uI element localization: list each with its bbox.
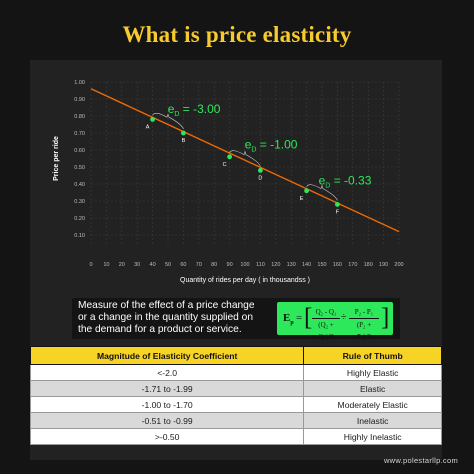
column-header-magnitude: Magnitude of Elasticity Coefficient [29,346,305,365]
x-tick-label: 200 [394,262,403,268]
y-tick-label: 0.60 [74,148,85,154]
elasticity-annotation: eD = -1.00 [245,138,298,154]
magnitude-cell: -0.51 to -0.99 [29,412,305,429]
point-label-f: F [336,209,340,215]
elasticity-annotations: eD = -3.00 eD = -1.00 eD = -0.33 [152,102,372,201]
table-row: -0.51 to -0.99 Inelastic [29,412,442,429]
x-tick-label: 20 [119,262,125,268]
elasticity-formula: Ep = [ Q₂ - Q₁ (Q₂ + Q₁)/2 ÷ P₂ - P₁ (P₂… [277,302,393,341]
x-tick-label: 170 [348,262,357,268]
x-tick-label: 160 [333,262,342,268]
formula-bracket-close: ] [381,304,390,331]
x-tick-label: 30 [134,262,140,268]
table-row: <-2.0 Highly Elastic [29,364,442,381]
x-tick-label: 10 [103,262,109,268]
magnitude-cell: <-2.0 [29,364,305,381]
table-row: >-0.50 Highly Inelastic [29,428,442,445]
x-tick-label: 130 [287,262,296,268]
point-label-e: E [300,196,304,202]
x-tick-label: 50 [165,262,171,268]
point-e [304,188,309,194]
page-title: What is price elasticity [122,22,352,47]
elasticity-annotation: eD = -0.33 [319,173,372,189]
brace-connector [229,150,261,167]
x-tick-label: 140 [302,262,311,268]
formula-divide: ÷ [341,312,347,323]
x-tick-label: 40 [150,262,156,268]
point-label-a: A [146,124,150,130]
footer-url: www.polestarllp.com [383,456,458,465]
x-tick-label: 120 [271,262,280,268]
brace-connector [306,184,338,201]
table-header-row: Magnitude of Elasticity Coefficient Rule… [29,346,442,365]
column-header-rule: Rule of Thumb [303,346,442,365]
point-a [150,117,155,122]
demand-line-series [90,88,400,233]
definition-text: Measure of the effect of a price change … [78,300,255,336]
formula-fraction-price: P₂ - P₁ (P₂ + P₁)/2 [349,306,379,343]
x-tick-label: 90 [227,262,233,268]
point-b [181,130,186,136]
x-tick-label: 180 [364,262,373,268]
rule-cell: Elastic [303,380,442,397]
data-points: A B C D E F [146,117,340,215]
y-tick-label: 0.70 [74,131,85,137]
point-label-c: C [223,162,227,168]
rule-cell: Inelastic [303,412,442,429]
brace-connector [152,113,184,130]
table-row: -1.00 to -1.70 Moderately Elastic [29,396,442,413]
demand-line [90,88,400,233]
formula-lhs: Ep [283,312,294,327]
elasticity-annotation: eD = -3.00 [168,102,221,118]
table-row: -1.71 to -1.99 Elastic [29,380,442,397]
formula-bracket-open: [ [304,304,313,331]
x-tick-label: 70 [196,262,202,268]
formula-equals: = [296,312,303,324]
axes: 1.00 0.90 0.80 0.70 0.60 0.50 0.40 0.30 0.20 0.10… [53,80,404,284]
point-f [335,202,340,207]
x-tick-label: 60 [180,262,186,268]
rule-cell: Moderately Elastic [303,396,442,413]
magnitude-cell: -1.71 to -1.99 [29,380,305,397]
elasticity-rules-table: Magnitude of Elasticity Coefficient Rule… [29,346,442,445]
y-axis-title: Price per ride [53,136,60,181]
y-tick-label: 0.20 [74,216,85,222]
y-tick-label: 0.50 [74,165,85,171]
x-tick-label: 110 [256,262,265,268]
rule-cell: Highly Elastic [303,364,442,381]
x-tick-label: 190 [379,262,388,268]
y-tick-label: 0.10 [74,233,85,239]
point-c [227,154,233,160]
y-tick-label: 0.80 [74,114,85,120]
point-label-d: D [258,175,262,181]
x-tick-label: 150 [317,262,326,268]
x-tick-label: 100 [240,262,249,268]
magnitude-cell: >-0.50 [29,428,305,445]
formula-fraction-quantity: Q₂ - Q₁ (Q₂ + Q₁)/2 [312,306,340,343]
price-elasticity-chart: 1.00 0.90 0.80 0.70 0.60 0.50 0.40 0.30 0.20 0.10… [53,80,404,284]
y-tick-label: 0.40 [74,182,85,188]
y-tick-label: 1.00 [74,80,85,86]
y-tick-label: 0.90 [74,97,85,103]
rule-cell: Highly Inelastic [303,428,442,445]
magnitude-cell: -1.00 to -1.70 [29,396,305,413]
x-tick-label: 0 [89,262,92,268]
point-d [258,168,263,173]
x-tick-label: 80 [211,262,217,268]
x-axis-title: Quantity of rides per day ( in thousands… [180,277,310,284]
grid [90,81,400,245]
y-tick-label: 0.30 [74,199,85,205]
point-label-b: B [182,138,186,144]
